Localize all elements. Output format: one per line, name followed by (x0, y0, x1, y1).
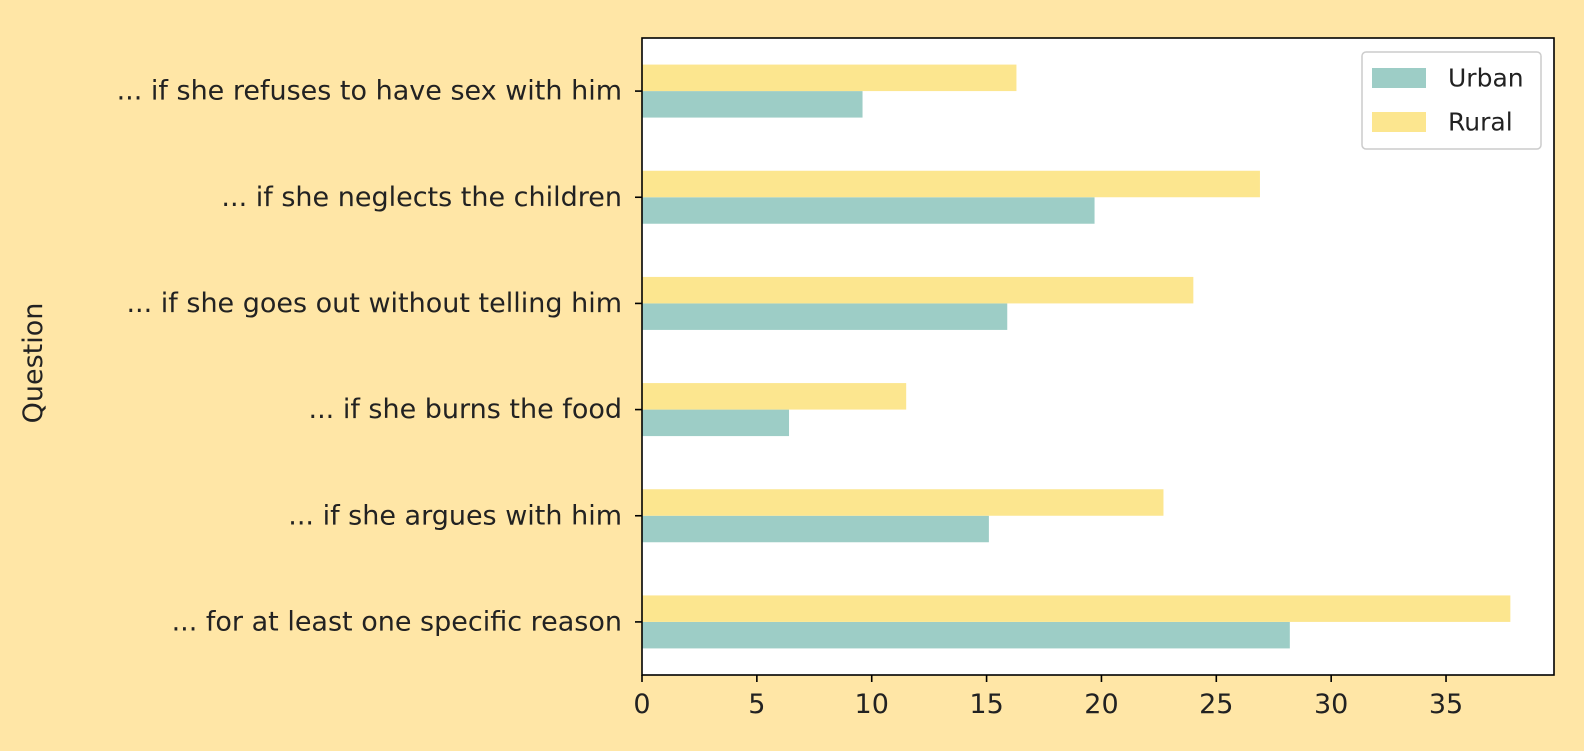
x-tick-label: 15 (969, 689, 1003, 720)
bar-rural (642, 170, 1260, 198)
bar-rural (642, 383, 907, 410)
y-tick-label: ... if she burns the food (308, 394, 622, 425)
x-tick-label: 30 (1314, 689, 1348, 720)
legend: Urban Rural (1361, 51, 1542, 150)
bars-layer (642, 64, 1511, 649)
bar-urban (642, 303, 1008, 330)
x-tick-layer: 0 5 10 15 20 25 30 35 (633, 675, 1463, 720)
bar-rural (642, 64, 1017, 92)
plot-frame (641, 37, 1555, 676)
bar-rural (642, 489, 1164, 516)
y-tick-label: ... if she refuses to have sex with him (117, 76, 622, 107)
legend-label-rural: Rural (1448, 108, 1513, 137)
y-tick-layer: ... if she refuses to have sex with him.… (117, 76, 642, 637)
x-tick-label: 5 (748, 689, 765, 720)
bar-urban (642, 197, 1095, 224)
y-tick-label: ... for at least one specific reason (172, 606, 622, 637)
bar-urban (642, 91, 863, 118)
y-tick-label: ... if she neglects the children (221, 182, 622, 213)
x-tick-label: 0 (633, 689, 650, 720)
bar-urban (642, 515, 989, 543)
x-tick-label: 10 (855, 689, 889, 720)
legend-swatch-urban (1372, 68, 1426, 88)
bar-urban (642, 409, 790, 437)
y-tick-label: ... if she argues with him (288, 500, 622, 531)
y-axis-title: Question (18, 303, 49, 424)
legend-label-urban: Urban (1448, 64, 1524, 93)
bar-rural (642, 276, 1194, 304)
bar-rural (642, 595, 1511, 622)
x-tick-label: 20 (1084, 689, 1118, 720)
y-tick-label: ... if she goes out without telling him (126, 288, 622, 319)
x-tick-label: 35 (1429, 689, 1463, 720)
legend-swatch-rural (1372, 112, 1426, 132)
bar-urban (642, 621, 1290, 649)
x-tick-label: 25 (1199, 689, 1233, 720)
